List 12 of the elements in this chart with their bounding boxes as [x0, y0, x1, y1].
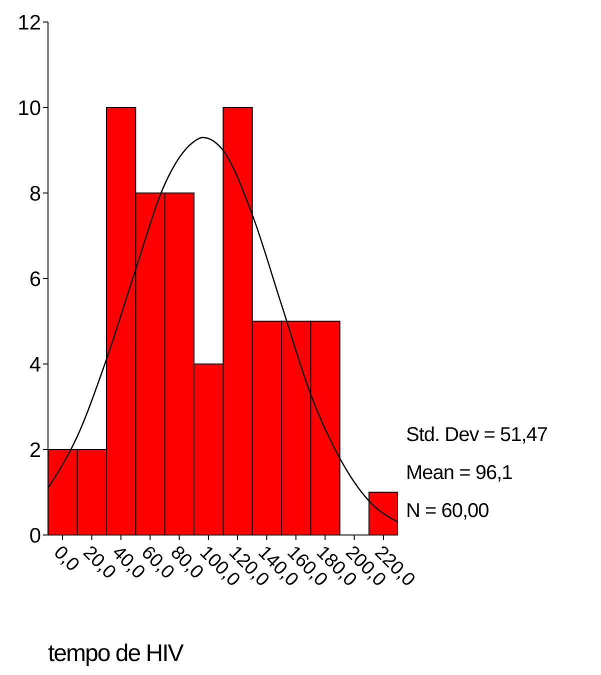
y-tick-label: 6 — [29, 268, 41, 291]
text: Std. Dev = 51,47 — [406, 423, 548, 448]
x-tick-label: 0,0 — [50, 542, 84, 576]
y-tick-label: 4 — [29, 353, 42, 376]
y-tick-label: 12 — [18, 11, 41, 34]
y-tick-label: 10 — [18, 96, 41, 120]
y-tick-label: 8 — [29, 182, 41, 206]
text: Mean = 96,1 — [406, 461, 514, 486]
text: N = 60,00 — [406, 499, 490, 524]
x-axis-title: tempo de HIV — [48, 640, 183, 668]
y-tick-label: 0 — [29, 524, 41, 548]
y-tick-label: 2 — [29, 438, 41, 462]
